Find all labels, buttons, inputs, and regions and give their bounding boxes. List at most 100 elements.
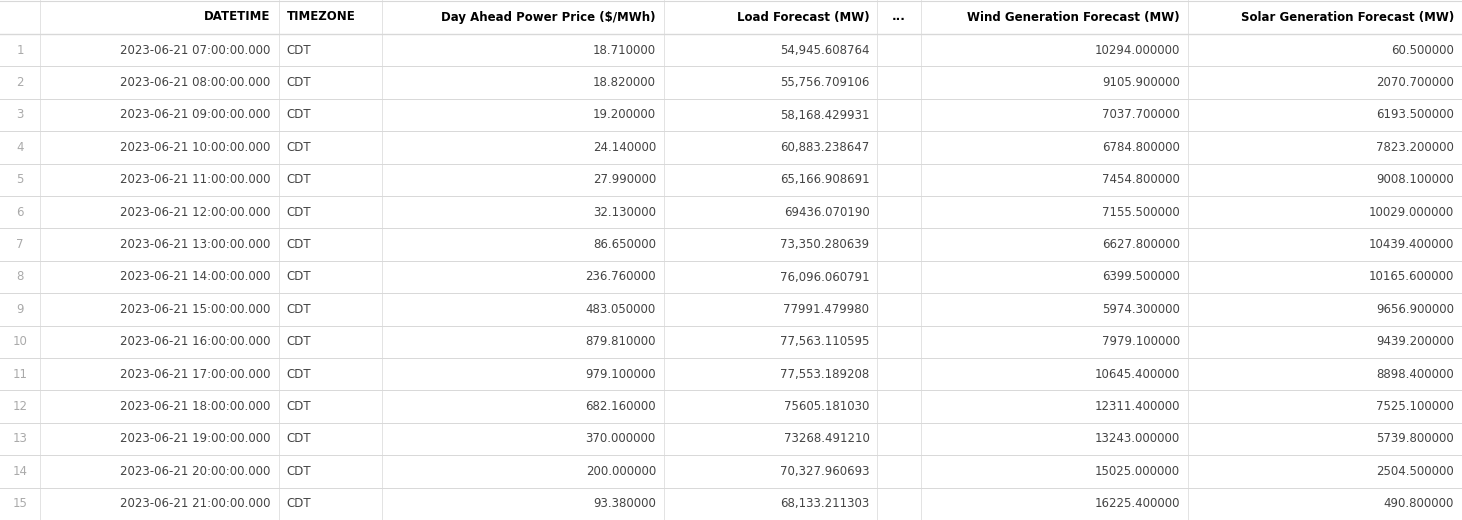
Text: 86.650000: 86.650000 bbox=[594, 238, 656, 251]
Text: 8898.400000: 8898.400000 bbox=[1376, 368, 1455, 381]
Text: 60.500000: 60.500000 bbox=[1392, 44, 1455, 57]
Text: 27.990000: 27.990000 bbox=[592, 173, 656, 186]
Text: 7454.800000: 7454.800000 bbox=[1102, 173, 1180, 186]
Text: 10294.000000: 10294.000000 bbox=[1095, 44, 1180, 57]
Text: 2023-06-21 11:00:00.000: 2023-06-21 11:00:00.000 bbox=[120, 173, 270, 186]
Text: 3: 3 bbox=[16, 109, 23, 122]
Text: CDT: CDT bbox=[287, 303, 311, 316]
Bar bbox=[0, 326, 1462, 358]
Bar bbox=[0, 99, 1462, 131]
Bar bbox=[0, 358, 1462, 391]
Text: 7037.700000: 7037.700000 bbox=[1102, 109, 1180, 122]
Text: 2023-06-21 13:00:00.000: 2023-06-21 13:00:00.000 bbox=[120, 238, 270, 251]
Text: 10: 10 bbox=[13, 335, 28, 348]
Text: 236.760000: 236.760000 bbox=[585, 270, 656, 283]
Text: 77,553.189208: 77,553.189208 bbox=[781, 368, 870, 381]
Text: 14: 14 bbox=[13, 465, 28, 478]
Bar bbox=[0, 261, 1462, 293]
Text: 19.200000: 19.200000 bbox=[592, 109, 656, 122]
Text: 10645.400000: 10645.400000 bbox=[1095, 368, 1180, 381]
Text: 9656.900000: 9656.900000 bbox=[1376, 303, 1455, 316]
Text: Wind Generation Forecast (MW): Wind Generation Forecast (MW) bbox=[968, 10, 1180, 23]
Text: 77991.479980: 77991.479980 bbox=[784, 303, 870, 316]
Bar bbox=[0, 455, 1462, 488]
Text: 6784.800000: 6784.800000 bbox=[1102, 141, 1180, 154]
Text: CDT: CDT bbox=[287, 270, 311, 283]
Text: 979.100000: 979.100000 bbox=[585, 368, 656, 381]
Text: 69436.070190: 69436.070190 bbox=[784, 206, 870, 219]
Bar bbox=[0, 423, 1462, 455]
Text: 60,883.238647: 60,883.238647 bbox=[781, 141, 870, 154]
Text: 2504.500000: 2504.500000 bbox=[1376, 465, 1455, 478]
Text: Load Forecast (MW): Load Forecast (MW) bbox=[737, 10, 870, 23]
Text: Solar Generation Forecast (MW): Solar Generation Forecast (MW) bbox=[1241, 10, 1455, 23]
Text: 18.820000: 18.820000 bbox=[594, 76, 656, 89]
Text: 68,133.211303: 68,133.211303 bbox=[781, 497, 870, 510]
Text: 7155.500000: 7155.500000 bbox=[1102, 206, 1180, 219]
Text: 8: 8 bbox=[16, 270, 23, 283]
Text: 93.380000: 93.380000 bbox=[594, 497, 656, 510]
Text: ...: ... bbox=[892, 10, 906, 23]
Text: TIMEZONE: TIMEZONE bbox=[287, 10, 355, 23]
Text: 2023-06-21 09:00:00.000: 2023-06-21 09:00:00.000 bbox=[120, 109, 270, 122]
Text: 13: 13 bbox=[13, 433, 28, 446]
Text: 2070.700000: 2070.700000 bbox=[1376, 76, 1455, 89]
Text: 2023-06-21 07:00:00.000: 2023-06-21 07:00:00.000 bbox=[120, 44, 270, 57]
Text: 75605.181030: 75605.181030 bbox=[784, 400, 870, 413]
Text: 55,756.709106: 55,756.709106 bbox=[781, 76, 870, 89]
Text: CDT: CDT bbox=[287, 206, 311, 219]
Text: CDT: CDT bbox=[287, 433, 311, 446]
Text: 9008.100000: 9008.100000 bbox=[1376, 173, 1455, 186]
Text: 2023-06-21 19:00:00.000: 2023-06-21 19:00:00.000 bbox=[120, 433, 270, 446]
Text: 2: 2 bbox=[16, 76, 23, 89]
Text: 24.140000: 24.140000 bbox=[592, 141, 656, 154]
Text: 9105.900000: 9105.900000 bbox=[1102, 76, 1180, 89]
Text: 32.130000: 32.130000 bbox=[594, 206, 656, 219]
Text: 2023-06-21 20:00:00.000: 2023-06-21 20:00:00.000 bbox=[120, 465, 270, 478]
Text: DATETIME: DATETIME bbox=[205, 10, 270, 23]
Text: 10439.400000: 10439.400000 bbox=[1368, 238, 1455, 251]
Text: Day Ahead Power Price ($/MWh): Day Ahead Power Price ($/MWh) bbox=[442, 10, 656, 23]
Text: CDT: CDT bbox=[287, 368, 311, 381]
Text: CDT: CDT bbox=[287, 141, 311, 154]
Text: 76,096.060791: 76,096.060791 bbox=[779, 270, 870, 283]
Text: 11: 11 bbox=[13, 368, 28, 381]
Text: 370.000000: 370.000000 bbox=[586, 433, 656, 446]
Bar bbox=[0, 164, 1462, 196]
Bar bbox=[0, 67, 1462, 99]
Text: 77,563.110595: 77,563.110595 bbox=[781, 335, 870, 348]
Bar bbox=[0, 196, 1462, 228]
Text: 879.810000: 879.810000 bbox=[585, 335, 656, 348]
Text: 70,327.960693: 70,327.960693 bbox=[781, 465, 870, 478]
Text: 6399.500000: 6399.500000 bbox=[1102, 270, 1180, 283]
Bar bbox=[0, 488, 1462, 520]
Text: 2023-06-21 16:00:00.000: 2023-06-21 16:00:00.000 bbox=[120, 335, 270, 348]
Text: 5: 5 bbox=[16, 173, 23, 186]
Text: 18.710000: 18.710000 bbox=[592, 44, 656, 57]
Text: 4: 4 bbox=[16, 141, 23, 154]
Text: CDT: CDT bbox=[287, 44, 311, 57]
Text: CDT: CDT bbox=[287, 76, 311, 89]
Text: 2023-06-21 21:00:00.000: 2023-06-21 21:00:00.000 bbox=[120, 497, 270, 510]
Text: 12311.400000: 12311.400000 bbox=[1094, 400, 1180, 413]
Text: 2023-06-21 08:00:00.000: 2023-06-21 08:00:00.000 bbox=[120, 76, 270, 89]
Text: 16225.400000: 16225.400000 bbox=[1094, 497, 1180, 510]
Text: 7979.100000: 7979.100000 bbox=[1102, 335, 1180, 348]
Text: CDT: CDT bbox=[287, 238, 311, 251]
Text: 58,168.429931: 58,168.429931 bbox=[781, 109, 870, 122]
Text: 6: 6 bbox=[16, 206, 23, 219]
Text: 65,166.908691: 65,166.908691 bbox=[779, 173, 870, 186]
Text: 5974.300000: 5974.300000 bbox=[1102, 303, 1180, 316]
Text: CDT: CDT bbox=[287, 497, 311, 510]
Text: 2023-06-21 18:00:00.000: 2023-06-21 18:00:00.000 bbox=[120, 400, 270, 413]
Text: 54,945.608764: 54,945.608764 bbox=[781, 44, 870, 57]
Text: 2023-06-21 12:00:00.000: 2023-06-21 12:00:00.000 bbox=[120, 206, 270, 219]
Text: 9439.200000: 9439.200000 bbox=[1376, 335, 1455, 348]
Bar bbox=[0, 34, 1462, 67]
Text: 9: 9 bbox=[16, 303, 23, 316]
Text: 10029.000000: 10029.000000 bbox=[1368, 206, 1455, 219]
Text: 10165.600000: 10165.600000 bbox=[1368, 270, 1455, 283]
Text: 15: 15 bbox=[13, 497, 28, 510]
Text: 7823.200000: 7823.200000 bbox=[1376, 141, 1455, 154]
Text: 6627.800000: 6627.800000 bbox=[1102, 238, 1180, 251]
